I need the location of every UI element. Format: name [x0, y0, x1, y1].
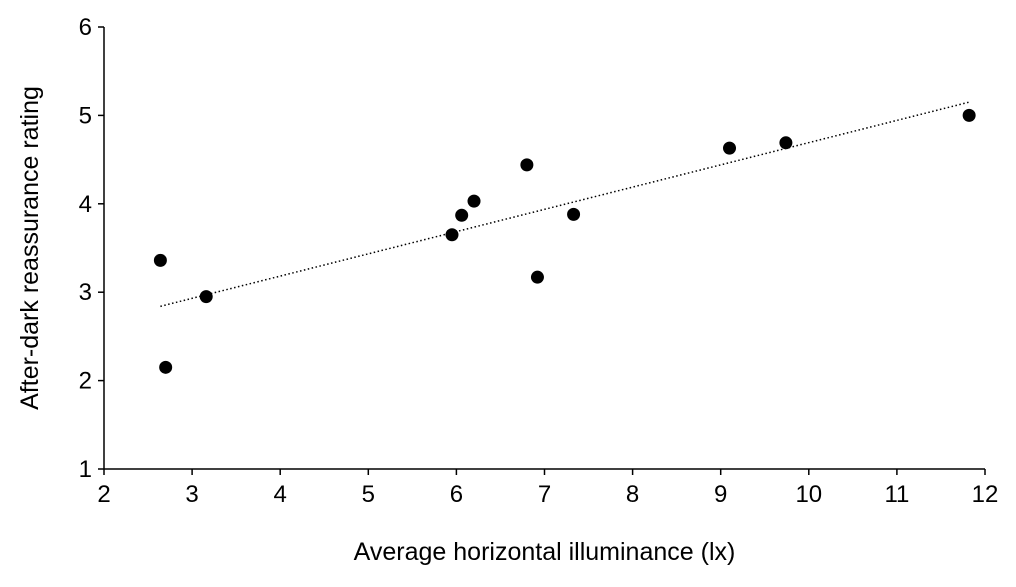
x-tick-label: 2	[97, 481, 110, 508]
data-point	[567, 207, 581, 221]
x-tick-label: 6	[450, 481, 463, 508]
data-point	[520, 158, 534, 172]
data-point	[159, 360, 173, 374]
data-point	[467, 194, 481, 208]
x-tick-label: 4	[274, 481, 287, 508]
data-point	[779, 136, 793, 150]
x-tick-label: 12	[972, 481, 999, 508]
x-tick-label: 9	[714, 481, 727, 508]
y-tick-label: 4	[79, 191, 92, 218]
linear-trendline	[160, 101, 970, 308]
y-tick-label: 1	[79, 456, 92, 483]
x-axis-ticks: 2 3 4 5 6 7 8 9 10 11 12	[97, 469, 998, 508]
x-tick-label: 7	[538, 481, 551, 508]
data-point	[962, 108, 976, 122]
trendline-layer	[160, 101, 970, 308]
y-tick-label: 6	[79, 14, 92, 41]
x-tick-label: 3	[185, 481, 198, 508]
data-point	[445, 228, 459, 242]
x-tick-label: 5	[362, 481, 375, 508]
x-tick-label: 8	[626, 481, 639, 508]
y-axis-title: After-dark reassurance rating	[16, 86, 44, 410]
data-point	[455, 208, 469, 222]
data-point	[723, 141, 737, 155]
x-axis-title: Average horizontal illuminance (lx)	[354, 538, 736, 566]
y-tick-label: 3	[79, 279, 92, 306]
x-tick-label: 10	[795, 481, 822, 508]
x-tick-label: 11	[884, 481, 909, 508]
data-points	[153, 108, 976, 374]
y-axis-ticks: 1 2 3 4 5 6	[79, 14, 104, 483]
data-point	[530, 270, 544, 284]
data-point	[199, 290, 213, 304]
y-tick-label: 5	[79, 102, 92, 129]
y-tick-label: 2	[79, 368, 92, 395]
axes	[103, 27, 985, 470]
data-point	[153, 253, 167, 267]
